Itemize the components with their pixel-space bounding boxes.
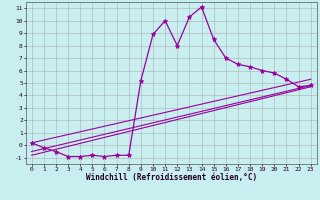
- X-axis label: Windchill (Refroidissement éolien,°C): Windchill (Refroidissement éolien,°C): [86, 173, 257, 182]
